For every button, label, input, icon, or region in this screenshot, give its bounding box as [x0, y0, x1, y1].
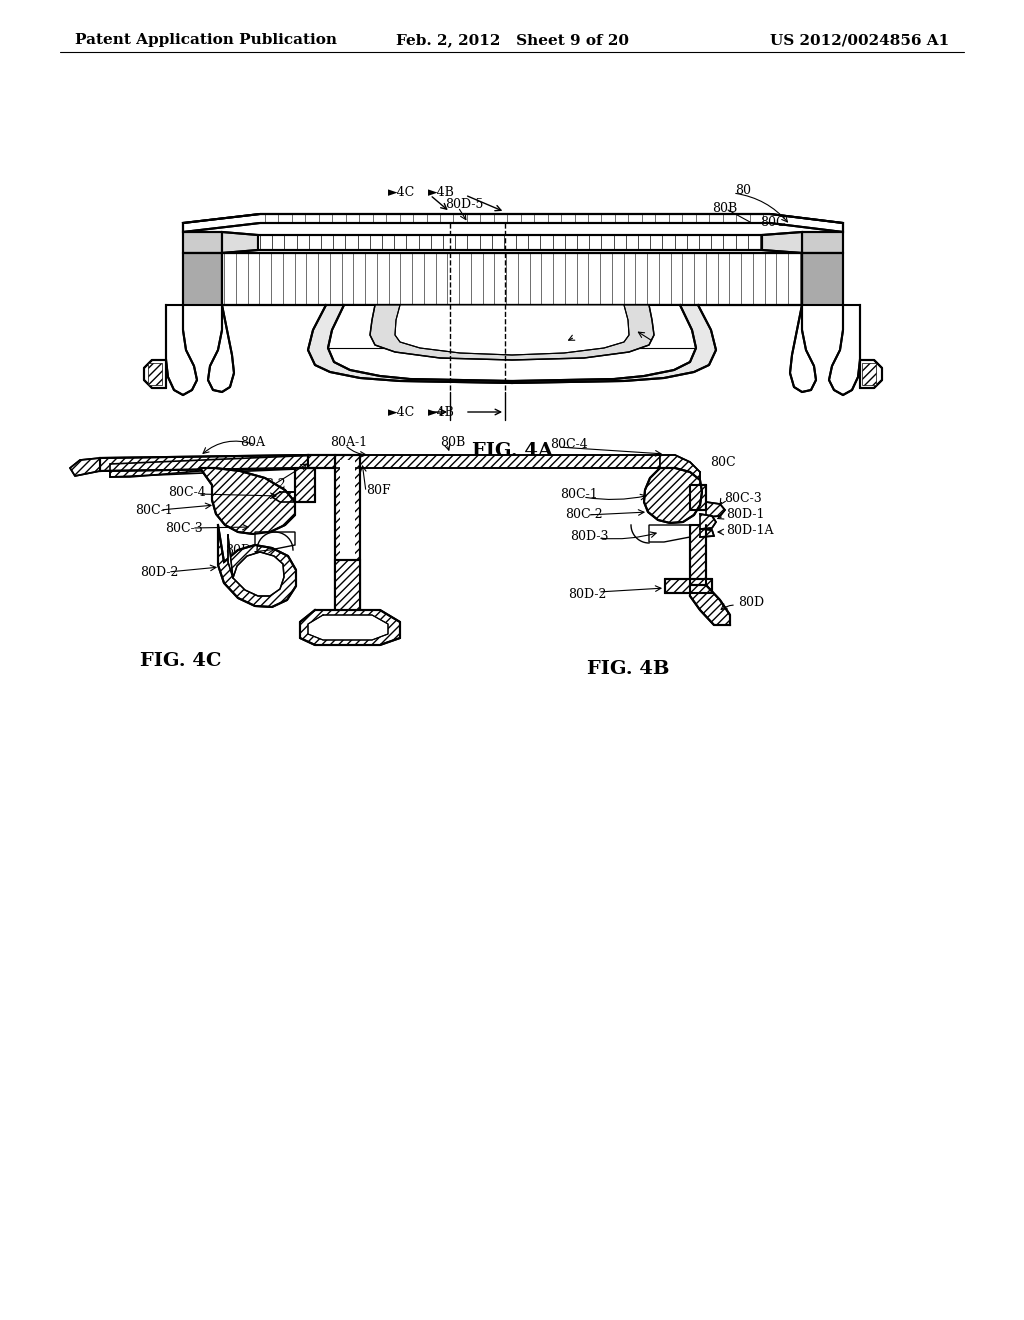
Text: 80D-1: 80D-1	[726, 507, 765, 520]
Polygon shape	[183, 253, 222, 305]
Text: 80C: 80C	[710, 455, 735, 469]
Text: 80F: 80F	[366, 483, 390, 496]
Polygon shape	[802, 232, 843, 253]
Text: 80D-2: 80D-2	[140, 565, 178, 578]
Polygon shape	[110, 455, 319, 477]
Polygon shape	[148, 363, 162, 385]
Text: ►4C: ►4C	[388, 186, 416, 199]
Polygon shape	[862, 363, 876, 385]
Polygon shape	[100, 455, 308, 471]
Polygon shape	[228, 535, 284, 597]
Polygon shape	[218, 525, 296, 607]
Polygon shape	[255, 532, 295, 550]
Text: 80C: 80C	[760, 215, 785, 228]
Text: 80D: 80D	[570, 329, 596, 342]
Polygon shape	[200, 469, 295, 535]
Text: Feb. 2, 2012   Sheet 9 of 20: Feb. 2, 2012 Sheet 9 of 20	[395, 33, 629, 48]
Text: 80B: 80B	[440, 436, 465, 449]
Text: Patent Application Publication: Patent Application Publication	[75, 33, 337, 48]
Polygon shape	[166, 305, 197, 395]
Polygon shape	[70, 458, 100, 477]
Text: 80A: 80A	[240, 437, 265, 450]
Text: FIG. 4A: FIG. 4A	[471, 442, 553, 459]
Polygon shape	[762, 232, 802, 253]
Polygon shape	[308, 305, 716, 383]
Text: 80D-1A: 80D-1A	[726, 524, 773, 537]
Text: ►4B: ►4B	[428, 186, 455, 199]
Polygon shape	[649, 525, 690, 543]
Text: FIG. 4B: FIG. 4B	[587, 660, 670, 678]
Polygon shape	[790, 305, 816, 392]
Polygon shape	[258, 235, 762, 249]
Polygon shape	[700, 529, 714, 537]
Text: 80B: 80B	[712, 202, 737, 214]
Text: 80A-1: 80A-1	[330, 436, 368, 449]
Text: 80C-1: 80C-1	[560, 488, 598, 502]
Text: 80D-2: 80D-2	[655, 342, 693, 355]
Polygon shape	[700, 513, 716, 529]
Polygon shape	[706, 502, 725, 517]
Polygon shape	[335, 455, 360, 620]
Polygon shape	[395, 305, 629, 355]
Polygon shape	[802, 253, 843, 305]
Text: 80: 80	[735, 183, 751, 197]
Polygon shape	[690, 525, 706, 585]
Polygon shape	[328, 305, 696, 381]
Text: 80D-2: 80D-2	[568, 587, 606, 601]
Text: ►4B: ►4B	[428, 405, 455, 418]
Polygon shape	[860, 360, 882, 388]
Polygon shape	[308, 615, 388, 640]
Polygon shape	[335, 560, 360, 626]
Text: 80D-3: 80D-3	[570, 531, 608, 544]
Text: 80C-2: 80C-2	[248, 479, 286, 491]
Polygon shape	[829, 305, 860, 395]
Text: 80D: 80D	[738, 595, 764, 609]
Polygon shape	[300, 610, 400, 645]
Text: 80D-3: 80D-3	[225, 544, 263, 557]
Polygon shape	[340, 459, 355, 616]
Text: 80C-4: 80C-4	[168, 486, 206, 499]
Polygon shape	[319, 455, 660, 469]
Polygon shape	[690, 585, 730, 624]
Polygon shape	[183, 214, 843, 232]
Text: 80C-3: 80C-3	[724, 491, 762, 504]
Polygon shape	[222, 232, 258, 253]
Polygon shape	[272, 492, 295, 502]
Polygon shape	[665, 579, 712, 593]
Text: FIG. 4C: FIG. 4C	[140, 652, 221, 671]
Text: 80D-5: 80D-5	[445, 198, 483, 211]
Polygon shape	[183, 232, 222, 253]
Polygon shape	[308, 455, 335, 469]
Polygon shape	[295, 469, 315, 502]
Text: 80C-4: 80C-4	[550, 438, 588, 451]
Text: ►4C: ►4C	[388, 405, 416, 418]
Polygon shape	[208, 305, 234, 392]
Text: 80C-2: 80C-2	[565, 508, 603, 521]
Polygon shape	[370, 305, 654, 360]
Text: US 2012/0024856 A1: US 2012/0024856 A1	[770, 33, 949, 48]
Polygon shape	[144, 360, 166, 388]
Text: 80C-3: 80C-3	[165, 521, 203, 535]
Polygon shape	[644, 469, 702, 523]
Polygon shape	[660, 455, 700, 490]
Polygon shape	[690, 484, 706, 510]
Text: 80C-1: 80C-1	[135, 503, 173, 516]
Polygon shape	[222, 253, 802, 305]
